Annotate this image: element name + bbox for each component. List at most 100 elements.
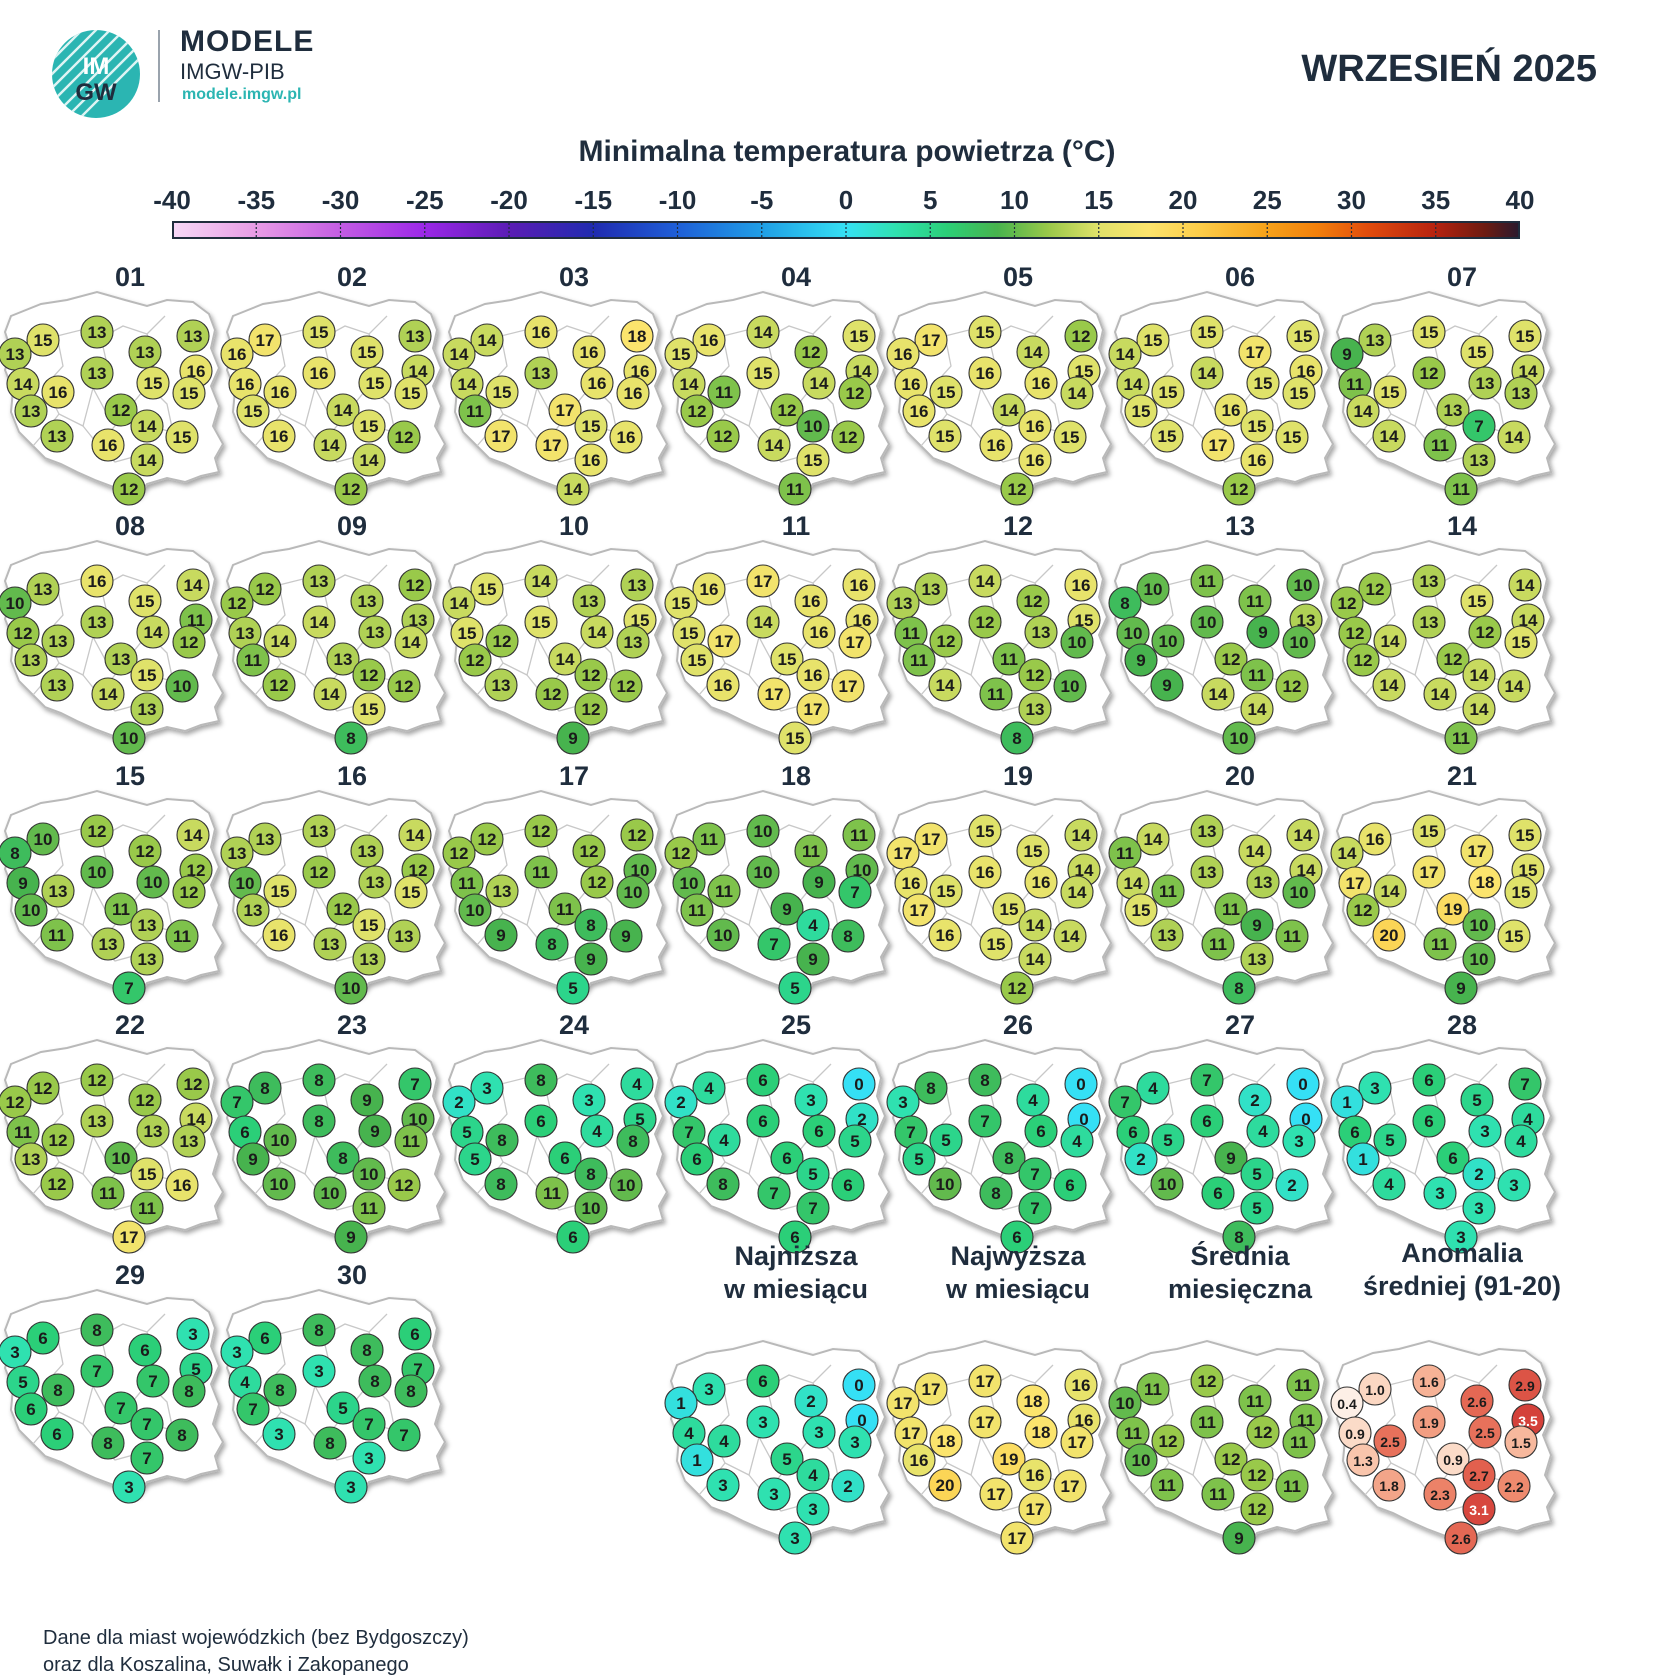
value-label: 10 [1061,677,1080,696]
value-circle [1358,323,1392,357]
value-label: 6 [790,1228,799,1247]
value-circle [1286,1067,1320,1101]
city-marker-gdańsk: 15 [302,315,336,349]
brand-url-link[interactable]: modele.imgw.pl [182,86,302,103]
value-label: 11 [48,926,66,945]
value-circle [707,874,741,908]
value-circle [770,393,804,427]
value-circle [1024,366,1058,400]
value-circle [680,394,714,428]
value-circle [746,1405,780,1439]
day-label: 20 [1224,761,1256,791]
value-circle [794,584,828,618]
city-marker-lublin: 11 [394,1124,428,1158]
city-marker-zakopane: 3 [1444,1220,1478,1254]
value-circle [350,584,384,618]
city-marker-gdańsk: 12 [524,814,558,848]
value-label: 10 [342,979,361,998]
value-circle [1460,1384,1494,1418]
value-circle [91,677,125,711]
value-label: 14 [1431,685,1450,704]
imgw-logo-icon[interactable]: IM GW [50,28,142,120]
value-circle [535,1176,569,1210]
city-marker-zakopane: 9 [334,1220,368,1254]
value-circle [968,1104,1002,1138]
value-label: 8 [980,1071,989,1090]
value-circle [992,1141,1026,1175]
value-label: 10 [1124,624,1143,643]
value-label: 12 [582,700,601,719]
value-label: 2.6 [1467,1394,1487,1410]
city-marker-łódź: 12 [326,892,360,926]
city-marker-suwałki: 14 [1508,568,1542,602]
value-circle [1016,834,1050,868]
value-circle [914,1372,948,1406]
value-label: 6 [240,1123,249,1142]
value-label: 3 [758,1413,767,1432]
value-circle [236,1142,270,1176]
value-label: 15 [271,882,290,901]
value-label: 10 [22,901,41,920]
value-circle [616,376,650,410]
value-label: 7 [1520,1075,1529,1094]
value-label: 13 [894,594,913,613]
city-marker-łódź: 17 [548,393,582,427]
value-label: 9 [621,927,630,946]
value-label: 9 [1226,1149,1235,1168]
value-label: 16 [850,576,869,595]
value-circle [352,908,386,942]
value-label: 12 [1346,624,1365,643]
value-circle [1358,1071,1392,1105]
value-circle [248,1071,282,1105]
city-marker-poznań: 17 [1412,855,1446,889]
value-circle [136,1114,170,1148]
value-circle [524,855,558,889]
value-circle [1275,919,1309,953]
value-circle [535,927,569,961]
city-marker-poznań: 13 [80,605,114,639]
city-marker-warszawa: 18 [1024,1415,1058,1449]
city-marker-rzeszów: 8 [831,919,865,953]
value-label: 13 [580,592,599,611]
city-marker-lublin: 13 [172,1124,206,1158]
city-marker-łódź: 6 [770,1141,804,1175]
value-circle [1444,472,1478,506]
value-label: 0 [1076,1075,1085,1094]
value-label: 9 [586,950,595,969]
summary-map-4: 1.0 1.62.62.90.43.50.91.92.52.50.91.51.32… [1330,1339,1557,1555]
value-circle [136,366,170,400]
value-label: 9 [248,1150,257,1169]
value-label: 4 [1258,1122,1268,1141]
value-circle [130,1157,164,1191]
value-circle [130,443,164,477]
value-circle [40,1417,74,1451]
city-marker-warszawa: 3 [1468,1114,1502,1148]
value-circle [548,393,582,427]
value-label: 17 [987,1485,1006,1504]
city-marker-olsztyn: 2.6 [1460,1384,1494,1418]
city-marker-katowice: 11 [91,1176,125,1210]
value-circle [838,875,872,909]
value-label: 11 [910,651,928,670]
value-circle [524,1104,558,1138]
city-marker-suwałki: 18 [620,319,654,353]
city-marker-łódź: 11 [992,642,1026,676]
city-marker-wrocław: 11 [680,893,714,927]
value-circle [334,971,368,1005]
value-label: 16 [588,374,607,393]
value-label: 10 [617,1176,636,1195]
value-circle [1201,927,1235,961]
value-circle [794,834,828,868]
value-label: 13 [138,950,157,969]
value-circle [1412,855,1446,889]
city-marker-wrocław: 11 [236,643,270,677]
city-marker-szczecin: 8 [1108,586,1142,620]
value-label: 13 [22,1150,41,1169]
value-label: 9 [496,926,505,945]
value-label: 15 [1505,927,1524,946]
value-label: 6 [758,1112,767,1131]
